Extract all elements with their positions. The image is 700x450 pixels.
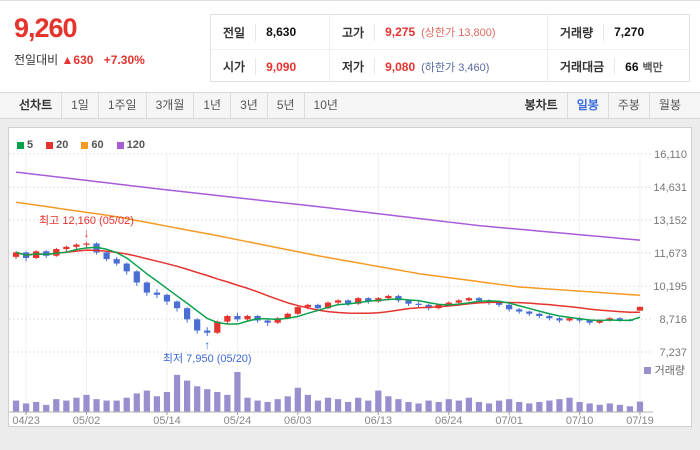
ma20-legend-label: 20 — [56, 139, 69, 151]
low-value: 9,080 — [385, 59, 416, 74]
change-label: 전일대비 — [14, 53, 59, 67]
svg-text:05/02: 05/02 — [73, 415, 101, 426]
svg-text:06/13: 06/13 — [365, 415, 393, 426]
header: 9,260 전일대비 ▲630 +7.30% 전일 8,630 고가 9,275… — [0, 0, 700, 92]
ma5-legend-label: 5 — [27, 139, 34, 151]
volume-legend-label: 거래량 — [654, 365, 685, 377]
change-percent: +7.30% — [103, 53, 145, 67]
amount-value: 66 — [625, 59, 639, 74]
ma60-swatch-icon — [81, 141, 89, 149]
svg-text:7,237: 7,237 — [659, 347, 687, 359]
svg-text:↑: ↑ — [204, 338, 210, 352]
open-value: 9,090 — [266, 59, 297, 74]
svg-text:최저 7,950 (05/20): 최저 7,950 (05/20) — [163, 352, 252, 365]
chart-toolbar: 선차트 1일 1주일 3개월 1년 3년 5년 10년 봉차트 일봉 주봉 월봉 — [0, 92, 700, 119]
svg-text:06/03: 06/03 — [284, 415, 312, 426]
ma60-legend: 60 — [81, 139, 104, 151]
ma5-legend: 5 — [17, 139, 33, 151]
ma5-swatch-icon — [17, 141, 24, 149]
ma-legend: 5 20 60 120 — [17, 139, 145, 151]
volume-legend: 거래량 — [643, 362, 685, 378]
up-triangle-icon: ▲ — [61, 53, 74, 67]
tab-range-1y[interactable]: 1년 — [193, 93, 230, 118]
current-price: 9,260 — [14, 13, 78, 43]
ma20-legend: 20 — [46, 139, 68, 151]
prev-close-cell: 전일 8,630 — [211, 15, 329, 49]
tab-line-chart[interactable]: 선차트 — [19, 98, 53, 112]
amount-cell: 거래대금 66 백만 — [547, 49, 689, 83]
prev-close-value: 8,630 — [266, 25, 297, 39]
price-chart: 16,110 14,631 13,152 11,673 10,195 8,716 7,237… — [8, 127, 692, 427]
ma120-swatch-icon — [116, 141, 124, 149]
range-tabs: 선차트 1일 1주일 3개월 1년 3년 5년 10년 — [10, 93, 347, 118]
svg-text:05/24: 05/24 — [224, 415, 252, 426]
change-row: 전일대비 ▲630 +7.30% — [14, 51, 210, 68]
high-label: 고가 — [342, 23, 376, 41]
amount-unit: 백만 — [642, 61, 663, 74]
svg-text:04/23: 04/23 — [12, 415, 40, 426]
volume-cell: 거래량 7,270 — [547, 15, 689, 49]
tab-candle-monthly[interactable]: 월봉 — [648, 93, 690, 118]
svg-text:05/14: 05/14 — [153, 415, 181, 426]
tab-candle-weekly[interactable]: 주봉 — [607, 93, 649, 118]
candle-tabs: 봉차트 일봉 주봉 월봉 — [516, 93, 690, 118]
volume-label: 거래량 — [560, 23, 605, 41]
open-cell: 시가 9,090 — [211, 49, 329, 83]
tab-range-3m[interactable]: 3개월 — [145, 93, 194, 118]
amount-label: 거래대금 — [560, 58, 616, 75]
svg-text:07/19: 07/19 — [626, 415, 654, 426]
high-cell: 고가 9,275 (상한가 13,800) — [329, 15, 547, 49]
low-cell: 저가 9,080 (하한가 3,460) — [329, 49, 547, 83]
volume-value: 7,270 — [614, 25, 645, 39]
svg-text:13,152: 13,152 — [653, 215, 687, 227]
tab-candle-chart[interactable]: 봉차트 — [524, 98, 558, 112]
tab-candle-daily[interactable]: 일봉 — [566, 93, 608, 118]
svg-text:06/24: 06/24 — [435, 415, 463, 426]
high-value: 9,275 — [385, 25, 416, 39]
tab-range-1w[interactable]: 1주일 — [97, 93, 146, 118]
svg-text:14,631: 14,631 — [653, 182, 687, 194]
volume-swatch-icon — [643, 366, 651, 374]
tab-range-5y[interactable]: 5년 — [266, 93, 304, 118]
ma120-legend: 120 — [116, 139, 145, 151]
candlestick-chart-canvas[interactable]: 16,110 14,631 13,152 11,673 10,195 8,716 7,237… — [9, 128, 691, 426]
svg-text:10,195: 10,195 — [653, 281, 687, 293]
ma20-swatch-icon — [46, 141, 54, 149]
quote-summary: 전일 8,630 고가 9,275 (상한가 13,800) 거래량 7,270… — [210, 14, 690, 83]
tab-range-3y[interactable]: 3년 — [230, 93, 267, 118]
lower-limit-value: (하한가 3,460) — [421, 61, 490, 74]
change-value: 630 — [73, 53, 94, 67]
open-label: 시가 — [223, 58, 257, 75]
price-block: 9,260 전일대비 ▲630 +7.30% — [14, 13, 210, 82]
svg-text:↓: ↓ — [83, 226, 89, 240]
ma60-legend-label: 60 — [91, 139, 104, 151]
stock-chart-page: 9,260 전일대비 ▲630 +7.30% 전일 8,630 고가 9,275… — [0, 0, 700, 427]
svg-text:11,673: 11,673 — [654, 248, 687, 260]
svg-text:07/01: 07/01 — [495, 415, 523, 426]
upper-limit-value: (상한가 13,800) — [421, 27, 496, 39]
svg-text:최고 12,160 (05/02): 최고 12,160 (05/02) — [39, 214, 134, 227]
svg-text:07/10: 07/10 — [566, 415, 594, 426]
tab-range-1d[interactable]: 1일 — [61, 93, 98, 118]
ma120-legend-label: 120 — [126, 139, 145, 151]
svg-text:8,716: 8,716 — [659, 314, 687, 326]
tab-range-10y[interactable]: 10년 — [303, 93, 347, 118]
prev-close-label: 전일 — [223, 23, 257, 41]
svg-text:16,110: 16,110 — [654, 149, 687, 161]
low-label: 저가 — [342, 58, 376, 75]
